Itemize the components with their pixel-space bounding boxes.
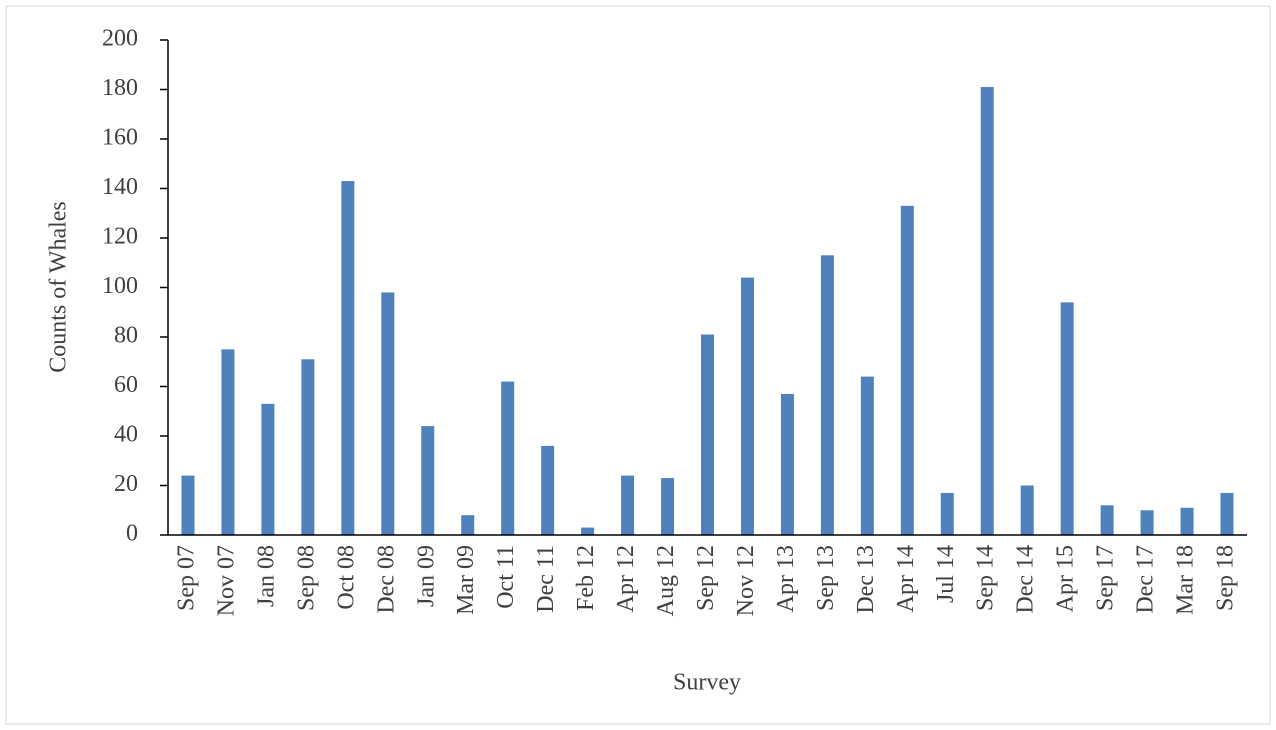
bar (1100, 505, 1114, 535)
y-tick-label: 180 (102, 75, 138, 101)
x-tick-label: Dec 08 (373, 545, 399, 614)
y-tick-label: 200 (102, 26, 138, 52)
bar (1020, 485, 1034, 535)
x-tick-label: Nov 12 (733, 545, 759, 616)
y-tick-label: 20 (114, 471, 138, 497)
chart-frame (5, 5, 1271, 725)
y-tick-label: 60 (114, 372, 138, 398)
bar (1060, 302, 1074, 535)
bar (820, 255, 834, 535)
x-tick-label: Sep 18 (1213, 545, 1239, 611)
x-axis-title: Survey (673, 670, 741, 696)
x-tick-label: Jan 09 (413, 545, 439, 607)
bar (301, 359, 315, 535)
x-tick-label: Sep 12 (693, 545, 719, 611)
bar (261, 403, 275, 535)
x-tick-label: Oct 11 (493, 545, 519, 609)
y-tick-label: 160 (102, 125, 138, 151)
bar (940, 492, 954, 535)
bar (501, 381, 515, 535)
bar (701, 334, 714, 535)
x-tick-label: Sep 14 (973, 545, 999, 611)
bar (341, 181, 355, 535)
x-tick-label: Jan 08 (253, 545, 279, 607)
x-tick-label: Sep 08 (293, 545, 319, 611)
y-tick-label: 120 (102, 224, 138, 250)
bar (661, 478, 675, 535)
bar (461, 515, 475, 535)
bar (221, 349, 235, 535)
x-tick-label: Nov 07 (213, 545, 239, 616)
y-tick-label: 100 (102, 273, 138, 299)
bar (740, 277, 754, 535)
bar (780, 393, 794, 535)
y-tick-label: 80 (114, 323, 138, 349)
x-tick-label: Sep 13 (813, 545, 839, 611)
bar (1140, 510, 1154, 535)
bar (1180, 507, 1194, 535)
x-tick-label: Dec 17 (1133, 545, 1159, 614)
x-tick-label: Dec 11 (533, 545, 559, 613)
bar (860, 376, 874, 535)
y-tick-label: 40 (114, 422, 138, 448)
bar (1220, 492, 1234, 535)
bar (900, 205, 914, 535)
x-tick-label: Oct 08 (333, 545, 359, 610)
bar (381, 292, 395, 535)
y-axis-title: Counts of Whales (46, 201, 72, 373)
bar (541, 445, 555, 535)
x-tick-label: Jul 14 (933, 545, 959, 603)
x-tick-label: Apr 13 (773, 545, 799, 612)
x-tick-label: Sep 17 (1093, 545, 1119, 611)
x-tick-label: Feb 12 (573, 545, 599, 611)
x-tick-label: Mar 09 (453, 545, 479, 615)
bar (621, 475, 635, 535)
bar (421, 426, 435, 535)
x-tick-label: Sep 07 (173, 545, 199, 611)
x-tick-label: Apr 12 (613, 545, 639, 612)
bar (181, 475, 195, 535)
x-tick-label: Apr 15 (1053, 545, 1079, 612)
y-tick-label: 0 (126, 521, 138, 547)
x-tick-label: Dec 13 (853, 545, 879, 614)
x-tick-label: Aug 12 (653, 545, 679, 616)
x-tick-label: Dec 14 (1013, 545, 1039, 614)
bar (980, 87, 994, 536)
x-tick-label: Mar 18 (1173, 545, 1199, 615)
x-tick-label: Apr 14 (893, 545, 919, 612)
bar (581, 527, 595, 535)
y-tick-label: 140 (102, 174, 138, 200)
